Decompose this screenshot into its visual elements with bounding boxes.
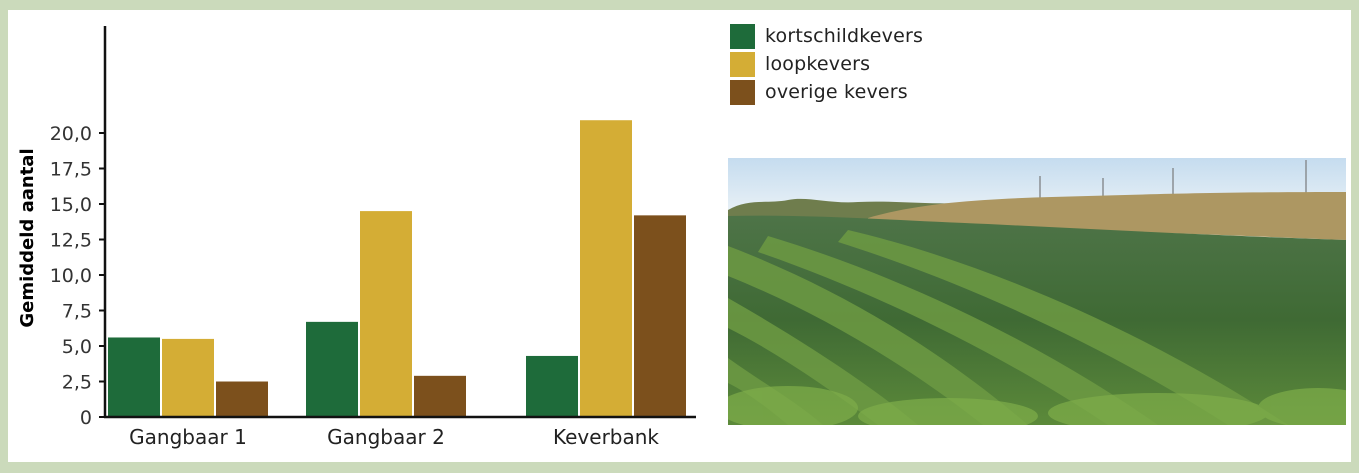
legend-label: overige kevers (765, 81, 908, 103)
y-axis-title: Gemiddeld aantal (17, 148, 38, 327)
y-tick-label: 2,5 (62, 372, 92, 394)
y-tick-label: 12,5 (50, 230, 92, 252)
legend-swatch (730, 23, 755, 49)
bar-kortschildkevers-gangbaar-2 (306, 321, 358, 417)
bar-overige-kevers-keverbank (634, 215, 686, 417)
chart-bars (108, 120, 686, 417)
bar-overige-kevers-gangbaar-2 (414, 375, 466, 417)
bar-loopkevers-gangbaar-2 (360, 211, 412, 417)
photo-crop-rows (728, 230, 1288, 425)
chart-legend: kortschildkevers loopkevers overige keve… (730, 22, 923, 106)
field-photo (728, 158, 1346, 425)
y-tick-label: 7,5 (62, 301, 92, 323)
legend-label: kortschildkevers (765, 25, 924, 47)
photo-foreground-foliage (728, 386, 1346, 425)
legend-item-kortschildkevers: kortschildkevers (730, 22, 923, 50)
y-tick-label: 20,0 (50, 123, 92, 145)
bar-overige-kevers-gangbaar-1 (216, 381, 268, 417)
bar-kortschildkevers-gangbaar-1 (108, 337, 160, 417)
y-axis-ticks: 0 2,5 5,0 7,5 10,0 12,5 15,0 17,5 20,0 (50, 123, 105, 429)
y-tick-label: 17,5 (50, 159, 92, 181)
x-category-label: Keverbank (553, 425, 659, 449)
y-tick-label: 5,0 (62, 336, 92, 358)
bar-loopkevers-gangbaar-1 (162, 338, 214, 417)
legend-label: loopkevers (765, 53, 871, 75)
x-category-label: Gangbaar 2 (327, 425, 445, 449)
x-category-label: Gangbaar 1 (129, 425, 247, 449)
x-axis-labels: Gangbaar 1 Gangbaar 2 Keverbank (129, 425, 659, 449)
legend-swatch (730, 51, 755, 77)
figure-card: 0 2,5 5,0 7,5 10,0 12,5 15,0 17,5 20,0 Gangbaar … (8, 10, 1351, 462)
bar-chart: 0 2,5 5,0 7,5 10,0 12,5 15,0 17,5 20,0 Gangbaar … (17, 26, 696, 449)
y-tick-label: 0 (80, 407, 92, 429)
legend-item-loopkevers: loopkevers (730, 50, 923, 78)
bar-loopkevers-keverbank (580, 120, 632, 417)
y-tick-label: 10,0 (50, 265, 92, 287)
legend-item-overige-kevers: overige kevers (730, 78, 923, 106)
bar-kortschildkevers-keverbank (526, 355, 578, 417)
legend-swatch (730, 79, 755, 105)
y-tick-label: 15,0 (50, 194, 92, 216)
